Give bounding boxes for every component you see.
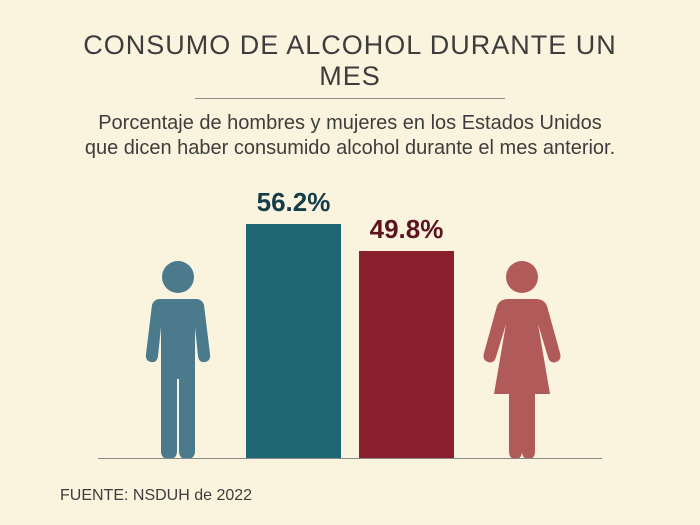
male-icon (128, 259, 228, 459)
female-icon (472, 259, 572, 459)
male-bar-wrap: 56.2% (246, 187, 341, 459)
title-underline (195, 98, 505, 99)
chart-baseline (98, 458, 602, 459)
page-title: CONSUMO DE ALCOHOL DURANTE UN MES (60, 30, 640, 92)
chart-row: 56.2% 49.8% (60, 187, 640, 459)
infographic-container: CONSUMO DE ALCOHOL DURANTE UN MES Porcen… (0, 0, 700, 525)
female-bar-label: 49.8% (370, 214, 444, 245)
male-bar-label: 56.2% (257, 187, 331, 218)
male-icon-wrap (128, 259, 228, 459)
subtitle: Porcentaje de hombres y mujeres en los E… (60, 111, 640, 161)
chart-area: 56.2% 49.8% (60, 186, 640, 459)
female-bar-wrap: 49.8% (359, 214, 454, 459)
source-text: FUENTE: NSDUH de 2022 (60, 487, 640, 505)
male-bar (246, 224, 341, 459)
female-icon-wrap (472, 259, 572, 459)
female-bar (359, 251, 454, 459)
